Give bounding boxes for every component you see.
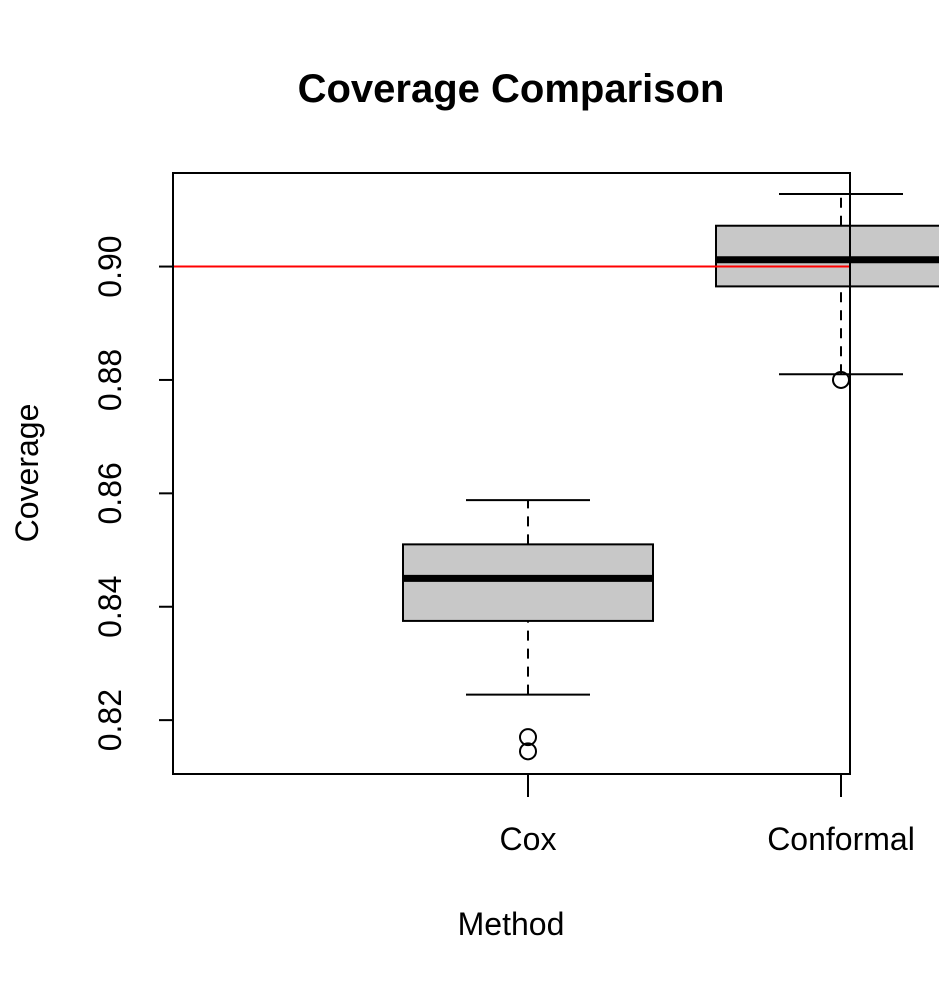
y-tick-label-3: 0.88: [92, 349, 128, 411]
outlier-cox-0: [519, 728, 537, 747]
x-tick-label-conformal: Conformal: [767, 821, 915, 857]
axes-layer: 0.82 0.84 0.86 0.88 0.90 Cox Conformal: [92, 235, 915, 857]
box-cox: [402, 543, 654, 622]
x-tick-label-cox: Cox: [500, 821, 557, 857]
y-tick-label-0: 0.82: [92, 689, 128, 751]
y-tick-label-4: 0.90: [92, 235, 128, 297]
outlier-cox-1: [519, 742, 537, 761]
y-axis-label: Coverage: [9, 404, 45, 543]
box-conformal: [715, 224, 939, 288]
plot-layer: [173, 192, 939, 761]
chart-title: Coverage Comparison: [298, 67, 725, 111]
y-tick-label-2: 0.86: [92, 462, 128, 524]
x-axis-label: Method: [458, 906, 565, 942]
plot-frame: [172, 172, 851, 775]
y-tick-label-1: 0.84: [92, 576, 128, 638]
